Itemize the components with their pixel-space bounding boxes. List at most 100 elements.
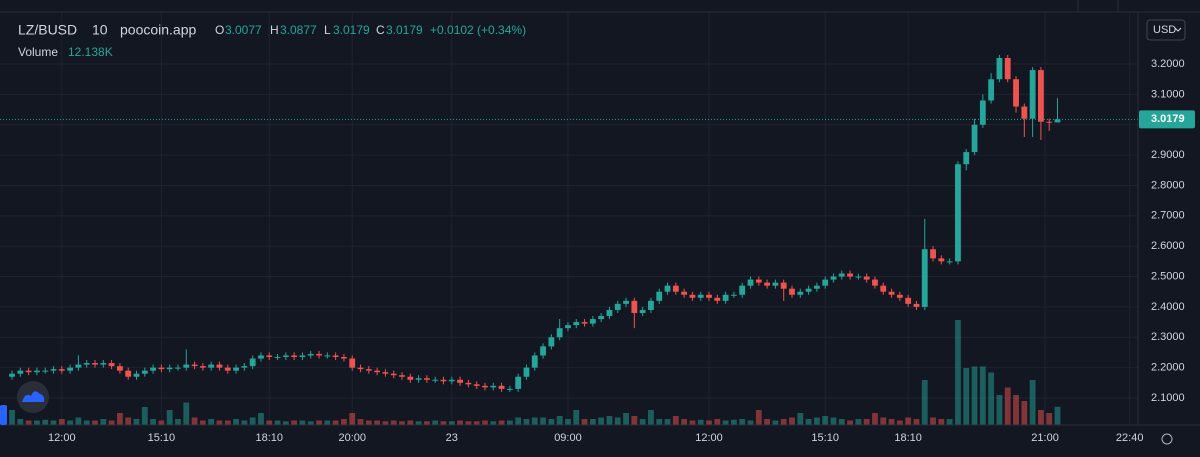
candle-body <box>183 364 190 368</box>
volume-bar <box>946 419 953 425</box>
volume-bar <box>722 420 729 425</box>
candle-body <box>457 379 463 383</box>
candle-body <box>1013 79 1019 107</box>
volume-bar <box>258 413 264 425</box>
volume-bar <box>1038 410 1044 425</box>
candle-body <box>175 367 181 369</box>
candle-body <box>863 276 870 280</box>
volume-bar <box>150 419 156 425</box>
volume-bar <box>872 413 878 425</box>
candle-body <box>34 370 40 373</box>
candle-body <box>332 355 339 357</box>
volume-bar <box>299 420 306 425</box>
volume-bar <box>199 420 206 425</box>
y-tick-label: 3.1000 <box>1151 88 1185 100</box>
candle-body <box>357 367 364 370</box>
volume-bar <box>208 419 215 425</box>
settings-icon[interactable] <box>1161 433 1173 445</box>
candle-body <box>540 346 546 356</box>
volume-bar <box>772 420 779 425</box>
candle-body <box>938 258 945 262</box>
candle-body <box>1004 57 1011 80</box>
candle-body <box>42 370 49 372</box>
candle-body <box>813 285 820 289</box>
volume-bar <box>963 368 970 425</box>
candle-body <box>258 355 264 359</box>
candle-body <box>1029 70 1036 119</box>
candle-body <box>100 363 107 365</box>
candle-body <box>133 373 140 377</box>
volume-bar <box>822 416 829 425</box>
currency-button[interactable] <box>1146 19 1186 41</box>
time-axis: 12:00 15:10 18:10 20:00 23 09:00 12:00 15:10 18:… <box>48 432 1143 444</box>
ohlc-value: 3.0179 <box>386 23 423 37</box>
volume-bar <box>158 420 165 425</box>
volume-bar <box>581 419 588 425</box>
volume-bar <box>490 421 497 425</box>
volume-value: 12.138K <box>68 45 113 59</box>
volume-bar <box>689 420 696 425</box>
candle-body <box>772 282 779 286</box>
volume-bar <box>141 407 148 425</box>
volume-bar <box>498 420 505 425</box>
candle-body <box>1038 70 1044 122</box>
candle-body <box>432 379 439 381</box>
volume-bar <box>606 416 613 425</box>
candle-body <box>523 367 530 377</box>
volume-bar <box>1054 406 1061 425</box>
volume-bar <box>50 420 57 425</box>
volume-bar <box>706 420 712 425</box>
candle-body <box>506 388 513 390</box>
candle-body <box>896 294 903 298</box>
ohlc-label: L <box>324 23 331 37</box>
candle-body <box>755 279 762 283</box>
volume-bar <box>291 420 298 425</box>
volume-bar <box>805 419 812 425</box>
volume-bar <box>880 417 887 425</box>
volume-bar <box>838 419 845 425</box>
candle-body <box>706 294 712 298</box>
x-tick-label: 09:00 <box>554 432 582 444</box>
volume-bar <box>955 320 961 425</box>
volume-bar <box>623 413 629 425</box>
price-tag-box <box>1139 110 1195 129</box>
volume-bar <box>399 421 405 425</box>
volume-bar <box>589 419 596 425</box>
candle-body <box>92 363 98 365</box>
toolbar <box>0 0 1200 12</box>
candle-body <box>498 385 505 389</box>
volume-bar <box>855 419 862 425</box>
volume-bar <box>166 410 173 425</box>
candle-body <box>1021 106 1028 119</box>
volume-bar <box>523 419 530 425</box>
candle-body <box>681 291 688 295</box>
candle-body <box>83 363 90 365</box>
candle-body <box>697 294 704 298</box>
ohlc-value: 3.0179 <box>333 23 370 37</box>
candle-body <box>17 370 24 374</box>
candle-body <box>382 372 389 374</box>
candle-body <box>208 364 215 368</box>
candle-body <box>573 322 580 326</box>
volume-bar <box>896 420 903 425</box>
volume-bar <box>639 419 646 425</box>
candle-body <box>797 291 804 295</box>
price-axis: 2.1000 2.2000 2.3000 2.4000 2.5000 2.6000 2.70… <box>1151 58 1185 404</box>
candle-body <box>623 300 629 304</box>
volume-bar <box>266 420 273 425</box>
volume-bar <box>913 419 920 425</box>
price-tag-label: 3.0179 <box>1151 113 1185 125</box>
volume-bar <box>789 417 795 425</box>
currency[interactable]: USD <box>1153 24 1176 36</box>
candle-body <box>789 288 795 295</box>
volume-bar <box>573 410 580 425</box>
volume-bar <box>108 420 115 425</box>
x-tick-label: 15:10 <box>811 432 839 444</box>
side-tab[interactable] <box>0 405 7 425</box>
volume-bar <box>905 417 912 425</box>
volume-bar <box>241 420 248 425</box>
volume-bar <box>1046 413 1053 425</box>
candle-body <box>963 152 970 165</box>
ohlc-label: C <box>376 23 385 37</box>
candle-body <box>324 355 331 357</box>
